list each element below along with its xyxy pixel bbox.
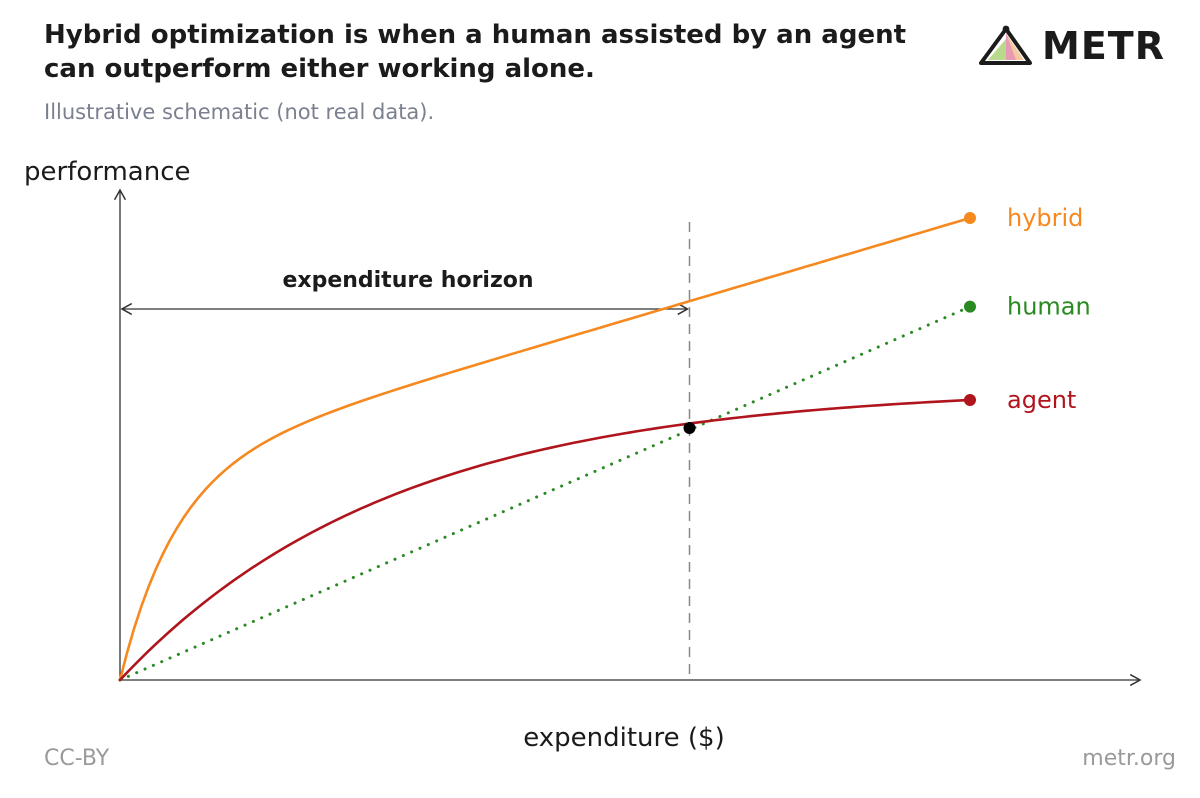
page-subtitle: Illustrative schematic (not real data). (44, 100, 435, 124)
series-endpoint-human (964, 300, 976, 313)
legend-label-hybrid: hybrid (1007, 204, 1083, 232)
legend-label-human: human (1007, 293, 1091, 321)
series-line-human (118, 305, 972, 682)
series-line-hybrid (118, 216, 972, 682)
series-endpoint-hybrid (964, 212, 976, 225)
legend-label-agent: agent (1007, 386, 1076, 414)
y-axis-label: performance (24, 157, 191, 187)
plot-area: hybrid human agent (113, 188, 1142, 687)
page-title: Hybrid optimization is when a human assi… (44, 20, 907, 84)
metr-logo-icon (979, 25, 1032, 65)
series-endpoint-agent (964, 394, 976, 406)
site-link[interactable]: metr.org (1082, 746, 1176, 771)
crossover-point (683, 422, 696, 434)
expenditure-horizon-label: expenditure horizon (282, 268, 533, 293)
logo-wordmark: METR (1042, 24, 1165, 68)
license-label: CC-BY (44, 746, 110, 771)
series-line-agent (118, 398, 972, 682)
metr-logo[interactable]: METR (976, 22, 1165, 70)
x-axis-label: expenditure ($) (523, 723, 725, 753)
